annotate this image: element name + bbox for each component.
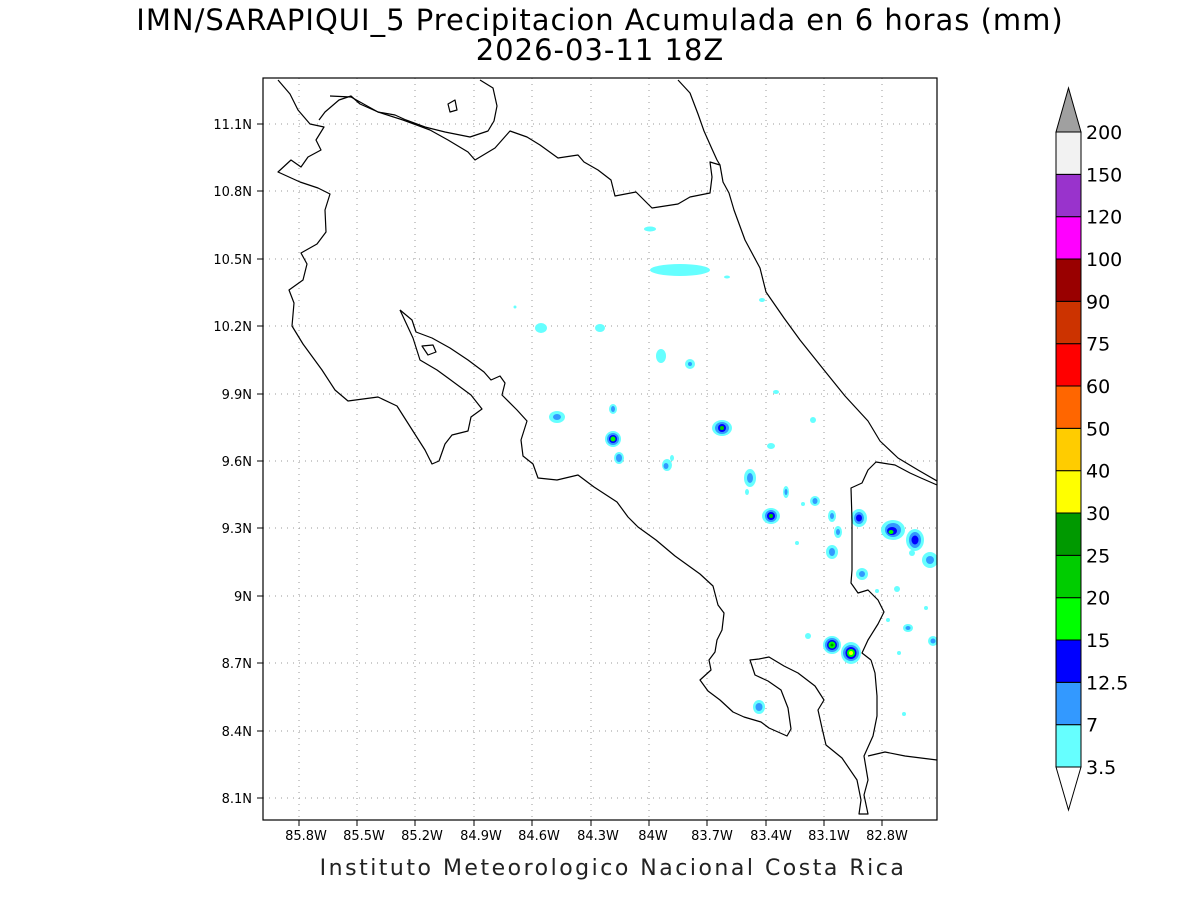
colorbar-level-label: 50 (1086, 418, 1110, 440)
colorbar-level-label: 12.5 (1086, 672, 1128, 694)
colorbar-level-label: 7 (1086, 715, 1098, 737)
colorbar-swatch (1055, 300, 1082, 345)
colorbar-swatch (1055, 470, 1082, 514)
colorbar-swatch (1055, 258, 1082, 302)
colorbar-swatch (1055, 427, 1082, 472)
colorbar-swatch (1055, 343, 1082, 387)
lat-tick-label: 10.5N (213, 253, 252, 268)
lat-tick-label: 9N (234, 590, 252, 605)
map-grid (263, 78, 937, 820)
footer-institution: Instituto Meteorologico Nacional Costa R… (319, 856, 907, 881)
lon-tick-label: 83.4W (750, 829, 792, 844)
colorbar-top-label: 200 (1086, 122, 1122, 144)
lat-tick-label: 9.3N (222, 522, 252, 537)
colorbar-level-label: 120 (1086, 207, 1122, 229)
map-subtitle-datetime: 2026-03-11 18Z (475, 33, 725, 67)
colorbar-level-label: 25 (1086, 545, 1110, 567)
colorbar-level-label: 3.5 (1086, 757, 1116, 779)
map-frame (262, 77, 938, 821)
precipitation-shading (513, 226, 937, 716)
lat-tick-label: 10.8N (213, 185, 252, 200)
lat-tick-label: 8.7N (222, 657, 252, 672)
lon-tick-label: 84.9W (460, 829, 502, 844)
lon-tick-label: 85.8W (285, 829, 327, 844)
coastline (277, 79, 937, 815)
lat-tick-label: 9.9N (222, 388, 252, 403)
lat-tick-label: 8.1N (222, 792, 252, 807)
colorbar-level-label: 20 (1086, 588, 1110, 610)
lon-tick-label: 82.8W (866, 829, 908, 844)
colorbar-swatch (1055, 554, 1082, 599)
lat-tick-label: 10.2N (213, 320, 252, 335)
lat-tick-label: 8.4N (222, 725, 252, 740)
colorbar-level-label: 90 (1086, 291, 1110, 313)
colorbar-level-label: 75 (1086, 334, 1110, 356)
colorbar-level-label: 30 (1086, 503, 1110, 525)
colorbar-swatch (1055, 681, 1082, 726)
colorbar-level-label: 60 (1086, 376, 1110, 398)
lon-tick-label: 83.1W (808, 829, 850, 844)
lon-tick-label: 84.3W (577, 829, 619, 844)
lon-tick-label: 85.5W (343, 829, 385, 844)
lon-tick-label: 84.6W (518, 829, 560, 844)
colorbar-level-label: 150 (1086, 164, 1122, 186)
lon-tick-label: 84W (638, 829, 668, 844)
colorbar-legend: 3.5 7 12.5 15 20 25 30 40 50 60 75 90 100 120 150 200 (1055, 86, 1128, 812)
colorbar-swatch (1055, 512, 1082, 556)
lat-tick-label: 11.1N (213, 118, 252, 133)
colorbar-level-label: 100 (1086, 249, 1122, 271)
lat-tick-label: 9.6N (222, 455, 252, 470)
colorbar-swatch (1055, 724, 1082, 768)
lon-tick-label: 85.2W (401, 829, 443, 844)
colorbar-swatch (1055, 173, 1082, 218)
colorbar-swatch (1055, 216, 1082, 260)
colorbar-swatch (1055, 131, 1082, 175)
colorbar-swatch (1055, 597, 1082, 641)
colorbar-level-label: 40 (1086, 461, 1110, 483)
colorbar-swatch (1055, 639, 1082, 683)
lon-tick-label: 83.7W (691, 829, 733, 844)
colorbar-swatch (1055, 385, 1082, 429)
colorbar-over-triangle (1055, 86, 1082, 133)
colorbar-under-triangle (1055, 766, 1082, 812)
map-title: IMN/SARAPIQUI_5 Precipitacion Acumulada … (136, 3, 1064, 37)
colorbar-level-label: 15 (1086, 630, 1110, 652)
